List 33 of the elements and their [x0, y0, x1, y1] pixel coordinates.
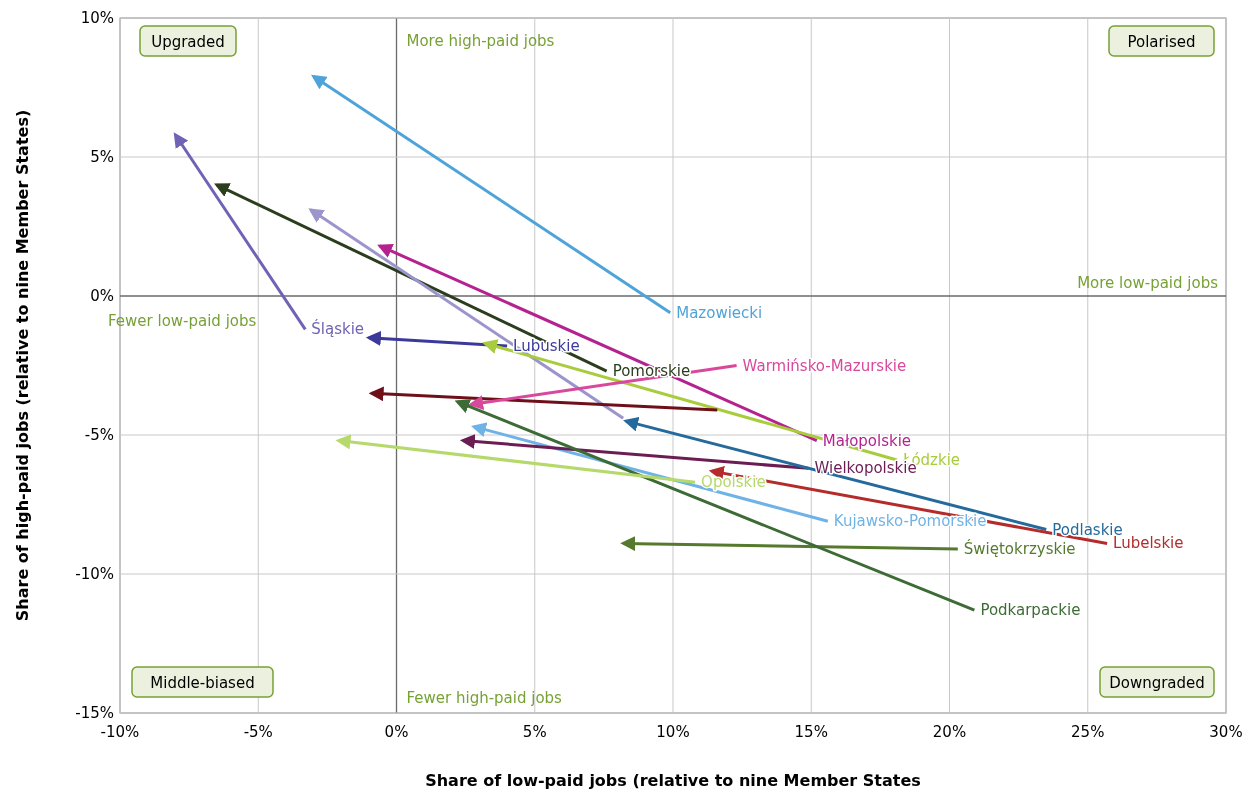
series-label: Mazowiecki: [676, 303, 763, 322]
x-axis-title: Share of low-paid jobs (relative to nine Member States: [425, 771, 921, 790]
y-tick-label: 10%: [80, 9, 114, 27]
x-tick-label: 20%: [932, 723, 967, 741]
annotation: Fewer low-paid jobs: [108, 312, 257, 330]
x-tick-label: 5%: [522, 723, 547, 741]
series-label: Lubelskie: [1113, 534, 1184, 553]
y-axis-title: Share of high-paid jobs (relative to nine Member States): [13, 109, 32, 622]
series-label: Świętokrzyskie: [963, 538, 1076, 558]
x-tick-label: 30%: [1209, 723, 1243, 741]
annotation: Middle-biased: [150, 674, 255, 692]
annotation: Fewer high-paid jobs: [406, 689, 563, 707]
series-label: Kujawsko-Pomorskie: [833, 512, 987, 531]
x-tick-label: 25%: [1071, 723, 1105, 741]
y-tick-label: -10%: [75, 565, 114, 583]
x-tick-label: 10%: [656, 723, 690, 741]
x-tick-label: -5%: [243, 723, 273, 741]
series-label: Podkarpackie: [980, 601, 1081, 620]
x-tick-label: 15%: [794, 723, 828, 741]
y-tick-label: -15%: [75, 704, 114, 722]
annotation: More low-paid jobs: [1077, 274, 1219, 292]
y-tick-label: -5%: [84, 426, 114, 444]
series-label: Warmińsko-Mazurskie: [742, 356, 907, 375]
series-label: Małopolskie: [822, 431, 912, 450]
series-label: Śląskie: [311, 319, 365, 339]
annotation: More high-paid jobs: [406, 32, 555, 50]
annotation: Upgraded: [151, 33, 225, 51]
y-tick-label: 0%: [90, 287, 114, 305]
annotation: Polarised: [1127, 33, 1196, 51]
x-tick-label: 0%: [384, 723, 409, 741]
y-tick-label: 5%: [90, 148, 114, 166]
series-label: Opolskie: [701, 473, 766, 492]
annotation: Downgraded: [1109, 674, 1205, 692]
